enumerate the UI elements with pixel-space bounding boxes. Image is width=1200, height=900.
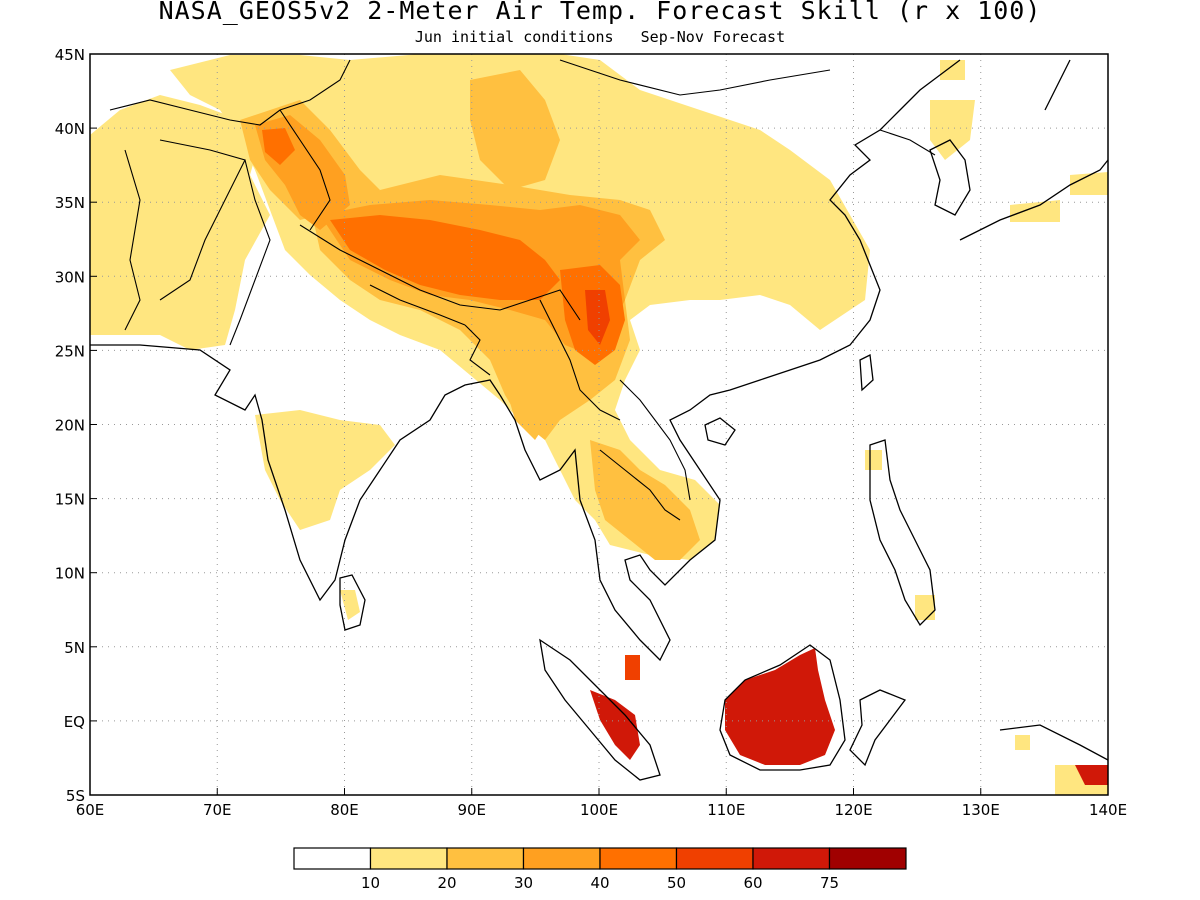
coastline-korea [929,139,971,216]
border-iran-afghanistan [124,149,141,331]
colorbar-label: 60 [743,874,762,892]
colorbar-swatch [369,847,448,870]
lat-tick-label: 20N [55,417,85,435]
border-himalaya [299,224,581,321]
colorbar-swatch [522,847,601,870]
colorbar-label: 20 [437,874,456,892]
lon-tick-label: 130E [962,801,1000,819]
skill-region-indochina [590,440,700,560]
lon-tick-label: 120E [834,801,872,819]
map-title: NASA_GEOS5v2 2-Meter Air Temp. Forecast … [158,0,1042,25]
border-pakistan-india [229,159,271,346]
axis-ticks [89,53,1109,796]
lon-tick-label: 80E [330,801,359,819]
border-thailand-cambodia [599,449,681,521]
colorbar-swatch [675,847,754,870]
skill-region-tarim [470,70,560,190]
colorbar-label: 40 [590,874,609,892]
skill-region-sri-lanka [340,590,360,620]
skill-region-sumatra [590,690,640,760]
coastline-japan [959,59,1108,241]
coastline-burma-thailand [499,59,961,662]
coastlines [90,59,1108,781]
skill-region-korea [930,60,975,160]
skill-region-central-asia [90,95,270,350]
skill-region-pamir [262,128,295,165]
border-bangladesh [464,324,491,376]
border-china-west [279,109,331,231]
colorbar-swatch [828,847,907,870]
coastline-sumatra [539,638,661,781]
lat-tick-label: 15N [55,491,85,509]
colorbar-swatch [599,847,678,870]
border-nepal [369,284,466,326]
country-borders [109,59,936,521]
skill-region-philippines [865,450,935,620]
coastline-hainan [704,417,736,446]
lat-tick-label: 5N [64,639,85,657]
skill-region-png-east [1075,765,1108,785]
colorbar-label: 30 [514,874,533,892]
colorbar-swatch [293,847,372,870]
border-mongolia [559,59,831,96]
coastline-sri-lanka [339,574,366,631]
skill-region-sumatra-edge [625,655,640,680]
lon-tick-label: 60E [76,801,105,819]
coastline-new-guinea [999,724,1108,761]
coastline-borneo [719,644,846,771]
colorbar-labels: 10 20 30 40 50 60 75 [361,874,839,892]
lat-tick-label: 30N [55,268,85,286]
colorbar [293,847,907,870]
colorbar-label: 75 [820,874,839,892]
lat-tick-label: 35N [55,194,85,212]
lon-tick-label: 100E [580,801,618,819]
lon-tick-label: 140E [1089,801,1127,819]
axis-labels: 60E 70E 80E 90E 100E 110E 120E 130E 140E 45N 40N 35… [55,46,1127,819]
colorbar-label: 50 [667,874,686,892]
skill-region-borneo [725,648,835,765]
border-china-korea [879,129,936,156]
border-burma-china [539,299,621,421]
border-laos-vietnam [619,379,691,501]
lon-tick-label: 90E [457,801,486,819]
skill-region-ne-india [500,340,560,440]
border-afghanistan-pakistan [159,139,246,301]
border-central-asia [109,59,351,126]
lon-tick-label: 70E [203,801,232,819]
skill-region-japan-patch [1010,172,1108,222]
lat-tick-label: 5S [66,787,85,805]
lat-tick-label: 40N [55,120,85,138]
coastline-taiwan [859,354,874,392]
lat-tick-label: 45N [55,46,85,64]
lat-tick-label: EQ [64,713,85,731]
colorbar-swatch [752,847,831,870]
lon-tick-label: 110E [707,801,745,819]
skill-region-tibet-max [330,215,560,300]
lat-tick-label: 25N [55,342,85,360]
coastline-sulawesi [849,689,907,767]
skill-region-india [255,410,395,530]
map-subtitle: Jun initial conditions Sep-Nov Forecast [414,28,786,46]
lat-tick-label: 10N [55,565,85,583]
coastline-philippines [869,439,936,627]
coastline-india [90,344,501,602]
colorbar-label: 10 [361,874,380,892]
colorbar-swatch [446,847,525,870]
skill-region-yunnan-core [585,290,610,345]
